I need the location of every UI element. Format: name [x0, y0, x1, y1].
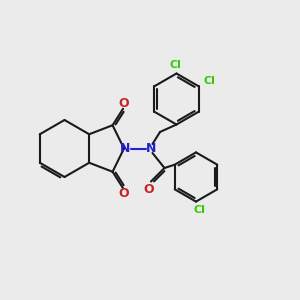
Text: O: O — [143, 182, 154, 196]
Text: Cl: Cl — [193, 205, 205, 215]
Text: O: O — [118, 97, 129, 110]
Text: Cl: Cl — [169, 60, 181, 70]
Text: Cl: Cl — [203, 76, 215, 86]
Text: N: N — [146, 142, 156, 155]
Text: N: N — [120, 142, 131, 155]
Text: O: O — [118, 187, 129, 200]
